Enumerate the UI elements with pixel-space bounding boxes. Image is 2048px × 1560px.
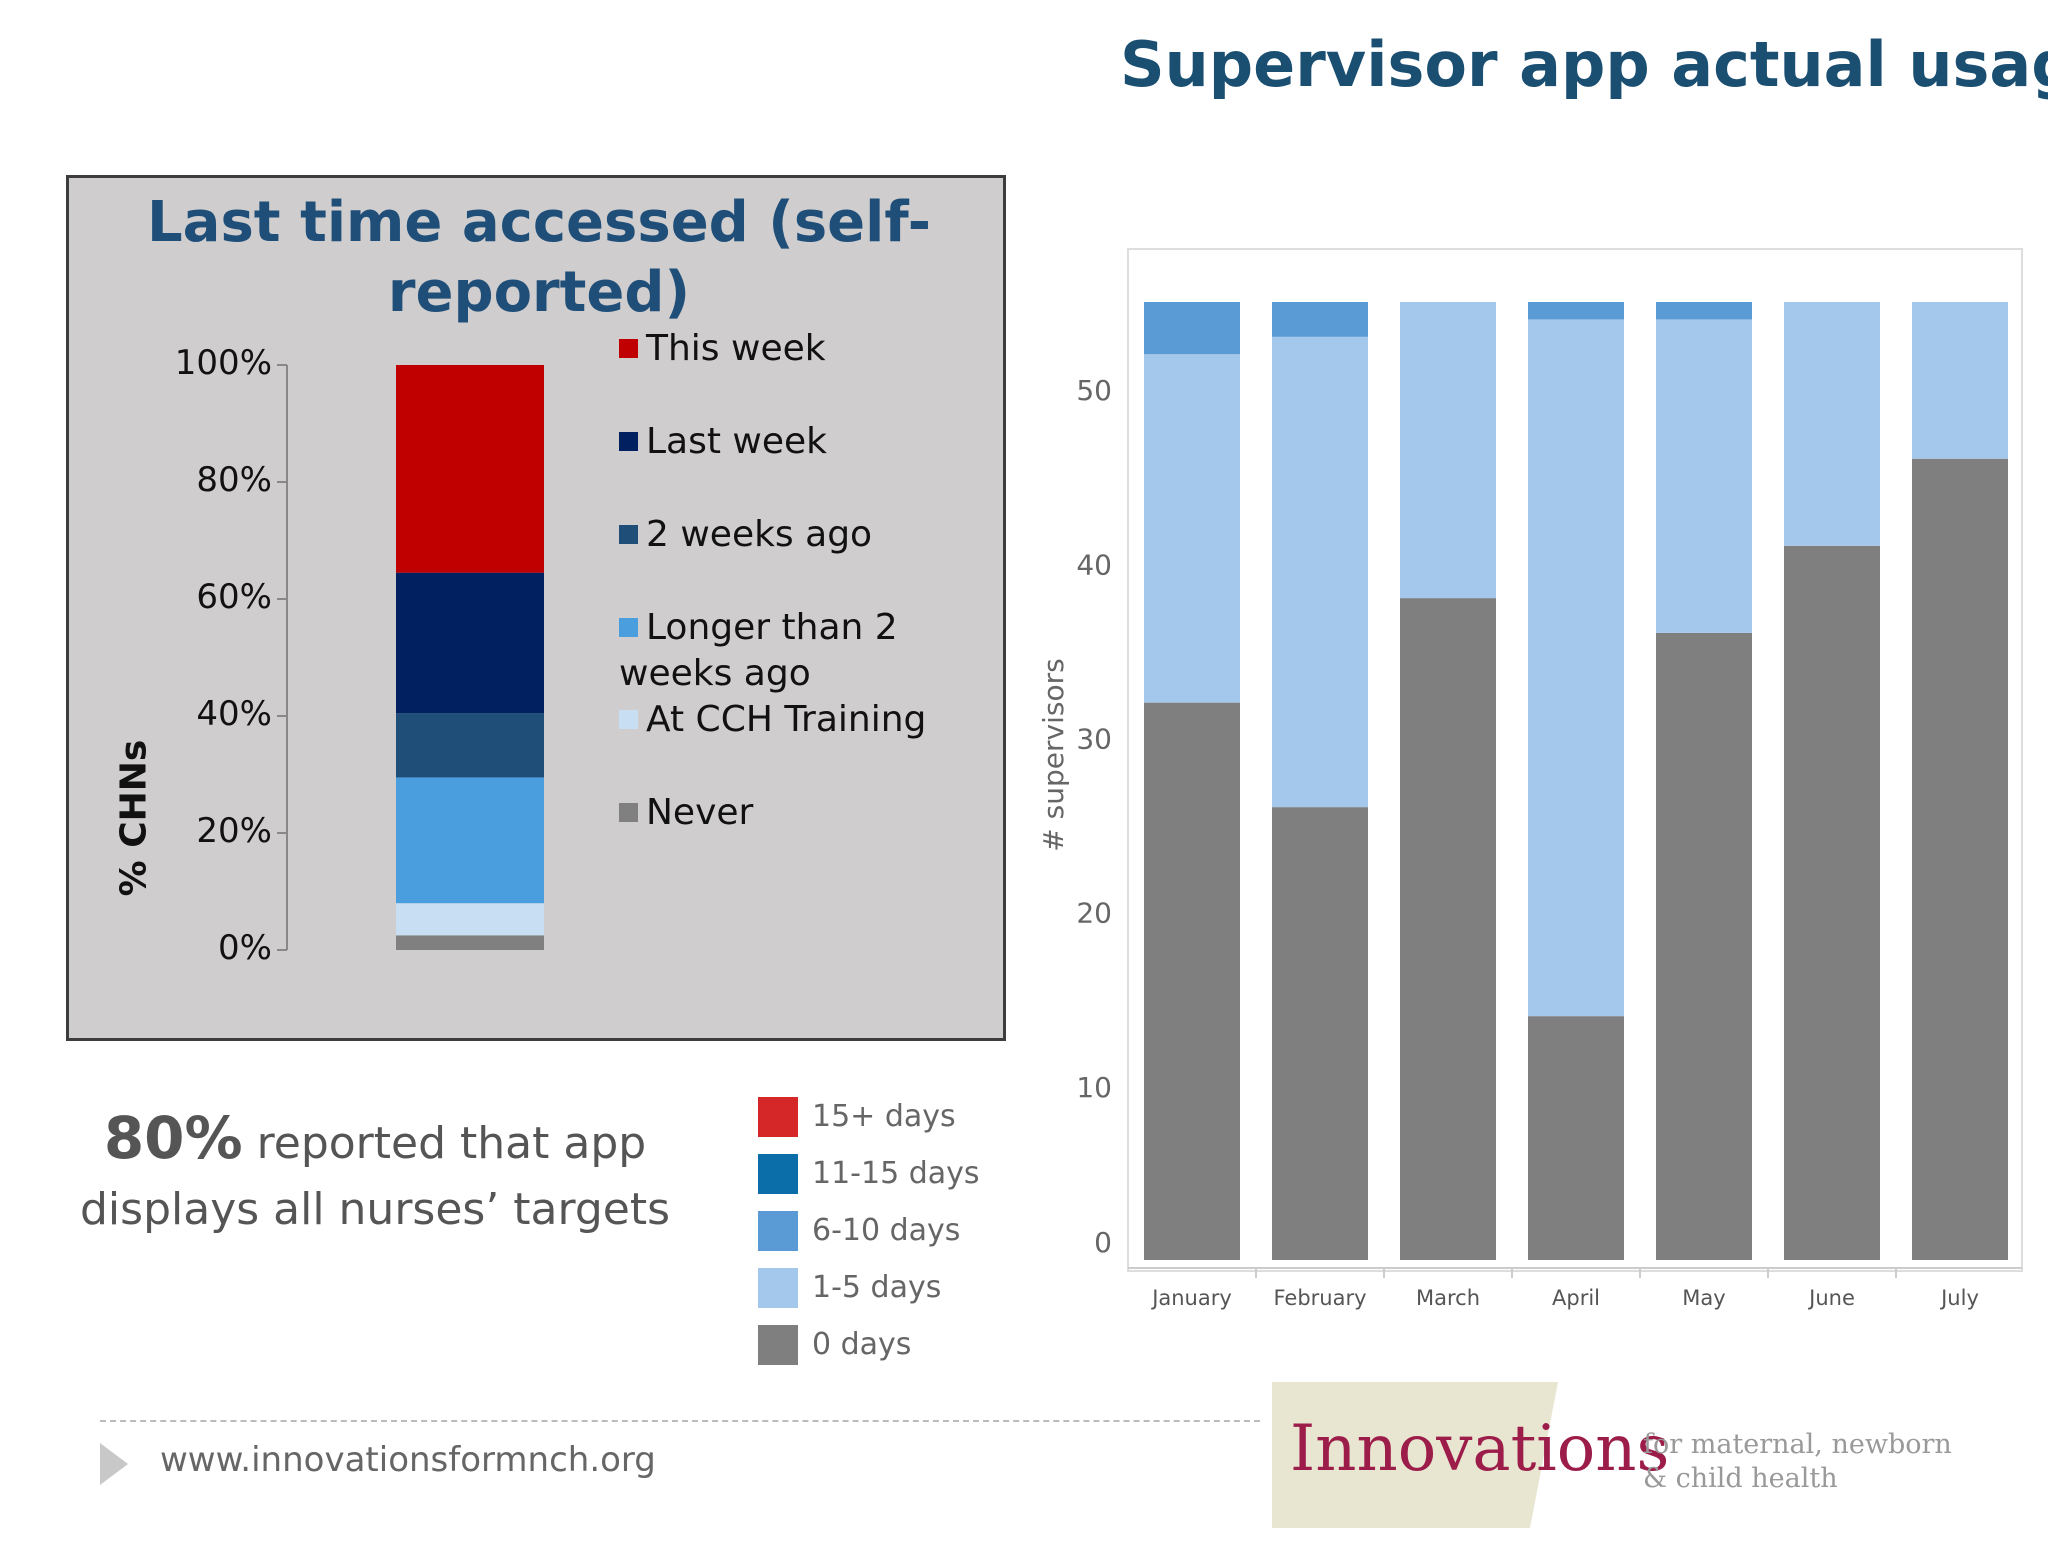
right-bar-segment-1-5-days [1528, 319, 1624, 1017]
caption-percent: 80% [103, 1104, 243, 1172]
right-plot-frame [1127, 248, 2023, 1272]
legend-label: 1-5 days [812, 1270, 942, 1305]
legend-label: Last week [646, 421, 828, 462]
right-legend-item: 6-10 days [758, 1202, 980, 1259]
legend-swatch [758, 1210, 798, 1251]
left-y-tick-label: 60% [196, 577, 272, 617]
right-x-tick-label: May [1682, 1286, 1725, 1310]
left-y-tick-label: 80% [196, 460, 272, 500]
right-legend-item: 0 days [758, 1316, 980, 1373]
page-title: Supervisor app actual usage [1120, 28, 2048, 101]
self-reported-chart-panel: Last time accessed (self-reported) % CHN… [66, 175, 1006, 1041]
legend-swatch [619, 803, 638, 822]
legend-swatch [758, 1324, 798, 1365]
legend-label: This week [646, 328, 826, 369]
right-bar-segment-6-10-days [1656, 302, 1752, 320]
right-y-tick-label: 30 [1076, 722, 1112, 755]
legend-label: Longer than 2 weeks ago [619, 607, 898, 694]
right-legend-item: 11-15 days [758, 1145, 980, 1202]
right-bar-segment-0-days [1528, 1016, 1624, 1260]
left-legend-item: This week [619, 326, 999, 372]
left-chart-title: Last time accessed (self-reported) [147, 190, 931, 325]
left-bar-segment-at-cch-training [396, 903, 544, 936]
footer-url[interactable]: www.innovationsformnch.org [160, 1440, 656, 1480]
legend-label: At CCH Training [646, 699, 927, 740]
right-bar-segment-0-days [1912, 458, 2008, 1260]
left-chart-plot [277, 364, 544, 951]
right-y-tick-label: 50 [1076, 374, 1112, 407]
right-bar-segment-0-days [1784, 545, 1880, 1260]
left-bar-segment-never [396, 935, 544, 950]
right-bar-segment-6-10-days [1144, 302, 1240, 355]
left-y-tick-label: 40% [196, 694, 272, 734]
legend-swatch [619, 339, 638, 358]
left-legend-item: 2 weeks ago [619, 512, 999, 558]
left-legend-item: Longer than 2 weeks ago [619, 605, 999, 697]
left-bar-segment-longer-than-2-weeks-ago [396, 777, 544, 904]
legend-label: 11-15 days [812, 1156, 980, 1191]
legend-swatch [758, 1267, 798, 1308]
right-legend-item: 1-5 days [758, 1259, 980, 1316]
right-bar-segment-1-5-days [1272, 336, 1368, 808]
legend-label: 15+ days [812, 1099, 956, 1134]
right-chart-plot: 50 40 30 20 10 0 # supervisors January February M… [1037, 248, 2023, 1310]
legend-label: 0 days [812, 1327, 912, 1362]
right-x-tick-label: February [1273, 1286, 1366, 1310]
logo-background [1272, 1382, 1558, 1528]
right-bar-segment-0-days [1400, 598, 1496, 1260]
left-bar-segment-2-weeks-ago [396, 713, 544, 778]
legend-swatch [619, 525, 638, 544]
legend-swatch [619, 710, 638, 729]
right-x-tick-label: January [1150, 1286, 1232, 1310]
right-bar-segment-0-days [1272, 807, 1368, 1260]
legend-label: Never [646, 792, 754, 833]
right-x-tick-label: March [1416, 1286, 1480, 1310]
legend-swatch [619, 432, 638, 451]
caption-text: reported that app displays all nurses’ t… [80, 1118, 671, 1235]
logo-tagline: for maternal, newborn & child health [1643, 1429, 1952, 1494]
left-y-tick-label: 20% [196, 811, 272, 851]
right-bar-segment-1-5-days [1400, 302, 1496, 599]
right-y-axis-title: # supervisors [1037, 658, 1070, 851]
right-bar-segment-1-5-days [1144, 354, 1240, 703]
logo: Innovations [1290, 1412, 1670, 1486]
left-y-tick-label: 100% [174, 343, 272, 383]
caption: 80% reported that app displays all nurse… [80, 1105, 670, 1243]
legend-swatch [619, 618, 638, 637]
footer-divider [100, 1420, 1260, 1422]
right-chart-legend: 15+ days 11-15 days 6-10 days 1-5 days 0 day… [758, 1088, 980, 1373]
play-arrow-icon [100, 1443, 128, 1485]
right-bar-segment-0-days [1144, 702, 1240, 1260]
right-x-tick-label: April [1552, 1286, 1600, 1310]
right-y-tick-label: 20 [1076, 897, 1112, 930]
left-y-tick-label: 0% [218, 928, 272, 968]
right-bar-segment-6-10-days [1528, 302, 1624, 320]
right-bar-segment-1-5-days [1912, 302, 2008, 459]
legend-swatch [758, 1096, 798, 1137]
right-y-tick-label: 10 [1076, 1071, 1112, 1104]
right-x-tick-label: June [1807, 1286, 1855, 1310]
left-legend-item: Never [619, 790, 999, 836]
legend-label: 2 weeks ago [646, 514, 873, 555]
right-bar-segment-1-5-days [1784, 302, 1880, 546]
left-bar-segment-last-week [396, 572, 544, 714]
right-bar-segment-0-days [1656, 632, 1752, 1260]
left-legend-item: Last week [619, 419, 999, 465]
legend-label: 6-10 days [812, 1213, 961, 1248]
legend-swatch [758, 1153, 798, 1194]
right-y-tick-label: 40 [1076, 548, 1112, 581]
right-legend-item: 15+ days [758, 1088, 980, 1145]
right-x-tick-label: July [1939, 1286, 1979, 1310]
right-bar-segment-6-10-days [1272, 302, 1368, 337]
right-y-tick-label: 0 [1094, 1226, 1112, 1259]
right-bar-segment-1-5-days [1656, 319, 1752, 633]
left-legend-item: At CCH Training [619, 697, 999, 743]
left-bar-segment-this-week [396, 365, 544, 573]
